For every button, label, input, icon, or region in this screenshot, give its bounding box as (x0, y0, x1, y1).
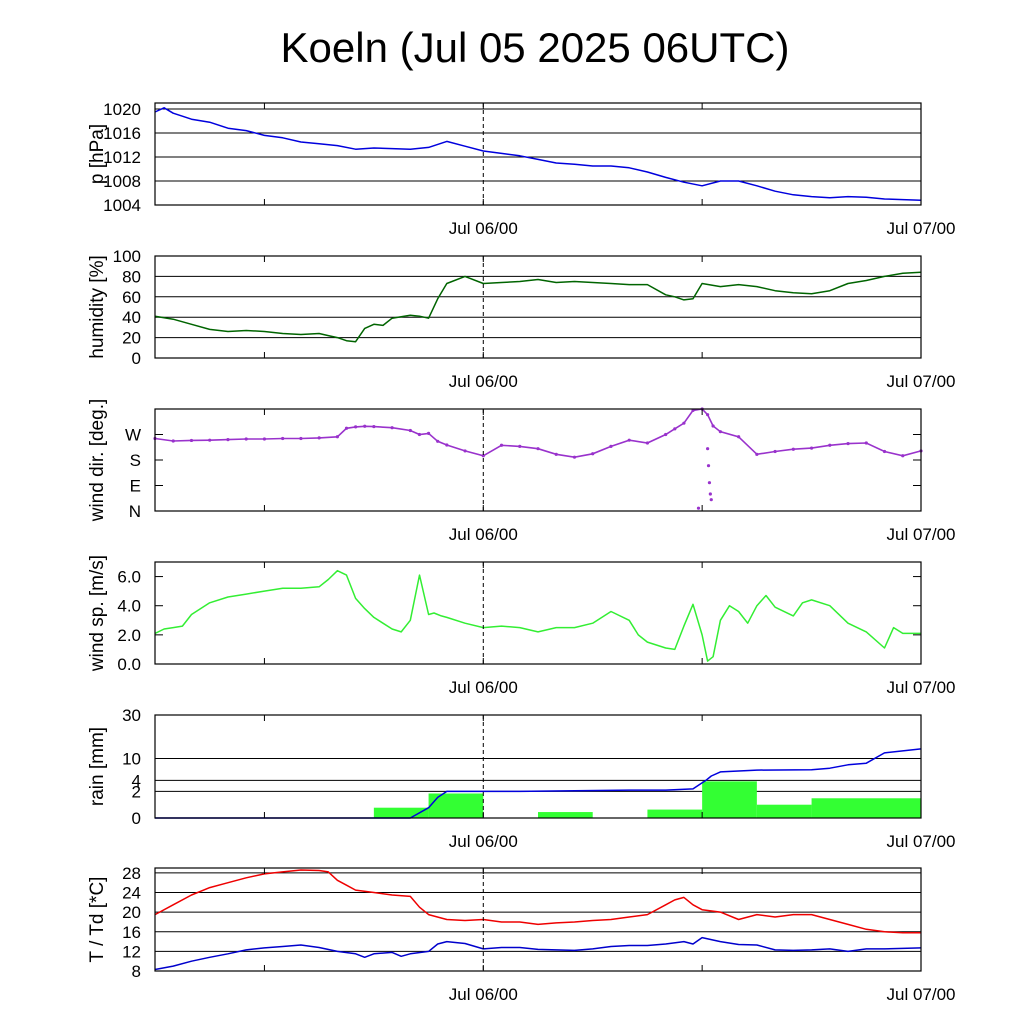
x-tick-label: Jul 07/00 (887, 525, 956, 544)
x-tick-label: Jul 06/00 (449, 219, 518, 238)
temperature-ytick-label: 24 (122, 884, 141, 903)
pressure-ytick-label: 1016 (103, 124, 141, 143)
humidity-ytick-label: 40 (122, 308, 141, 327)
x-tick-label: Jul 07/00 (887, 678, 956, 697)
x-tick-label: Jul 06/00 (449, 985, 518, 1004)
x-tick-label: Jul 07/00 (887, 372, 956, 391)
rain-bar (756, 804, 812, 818)
temperature-frame (154, 867, 922, 972)
temperature-ylabel: T / Td [*C] (87, 877, 108, 963)
rain-ylabel: rain [mm] (87, 727, 108, 806)
wind_dir-point (708, 492, 712, 496)
wind_speed-ytick-label: 4.0 (117, 597, 141, 616)
rain-bar (811, 798, 921, 818)
wind_dir-point (709, 498, 713, 502)
temperature-ytick-label: 20 (122, 903, 141, 922)
x-tick-label: Jul 06/00 (449, 372, 518, 391)
pressure-frame (154, 102, 922, 206)
x-tick-label: Jul 07/00 (887, 985, 956, 1004)
wind_dir-point (706, 464, 711, 468)
wind_speed-ytick-label: 0.0 (117, 655, 141, 674)
wind_speed-frame (154, 561, 922, 665)
wind_dir-ylabel: wind dir. [deg.] (87, 399, 108, 523)
x-tick-label: Jul 07/00 (887, 219, 956, 238)
pressure-ylabel: p [hPa] (87, 124, 108, 184)
humidity-rh-line (154, 271, 922, 343)
wind_speed-ytick-label: 6.0 (117, 568, 141, 587)
pressure-ytick-label: 1004 (103, 196, 141, 215)
rain-ytick-label: 0 (132, 809, 141, 828)
rain-bar (373, 807, 429, 818)
pressure-p-line (154, 107, 922, 201)
wind_dir-ytick-label: N (129, 502, 141, 521)
humidity-ylabel: humidity [%] (87, 255, 108, 358)
temperature-ytick-label: 16 (122, 923, 141, 942)
pressure-ytick-label: 1020 (103, 100, 141, 119)
rain-bar (702, 781, 757, 818)
wind_dir-series-line (154, 408, 922, 459)
rain-ytick-label: 4 (132, 771, 141, 790)
humidity-ytick-label: 60 (122, 288, 141, 307)
wind_speed-ytick-label: 2.0 (117, 626, 141, 645)
rain-ytick-label: 10 (122, 750, 141, 769)
rain-bar (428, 793, 484, 818)
x-tick-label: Jul 06/00 (449, 525, 518, 544)
rain-bar (538, 812, 593, 818)
humidity-ytick-label: 20 (122, 329, 141, 348)
humidity-ytick-label: 80 (122, 267, 141, 286)
pressure-ytick-label: 1012 (103, 148, 141, 167)
humidity-frame (154, 255, 922, 359)
temperature-T-line (154, 869, 921, 934)
wind_dir-ytick-label: W (125, 426, 141, 445)
wind_dir-point (707, 481, 712, 485)
rain-ytick-label: 30 (122, 706, 141, 725)
x-tick-label: Jul 06/00 (449, 678, 518, 697)
wind_dir-ytick-label: E (130, 477, 141, 496)
wind_speed-ws-line (154, 569, 921, 662)
rain-bar (647, 809, 703, 818)
x-tick-label: Jul 06/00 (449, 832, 518, 851)
humidity-ytick-label: 100 (113, 247, 141, 266)
wind_dir-ytick-label: S (130, 451, 141, 470)
temperature-ytick-label: 28 (122, 864, 141, 883)
temperature-ytick-label: 12 (122, 942, 141, 961)
wind_dir-point (706, 447, 710, 451)
temperature-ytick-label: 8 (132, 962, 141, 981)
pressure-ytick-label: 1008 (103, 172, 141, 191)
chart-title: Koeln (Jul 05 2025 06UTC) (280, 24, 790, 71)
x-tick-label: Jul 07/00 (887, 832, 956, 851)
temperature-Td-line (154, 936, 922, 971)
wind_dir-point (696, 506, 701, 510)
wind_speed-ylabel: wind sp. [m/s] (87, 555, 108, 672)
wind_dir-frame (154, 408, 922, 512)
rain-cumulative-line (155, 748, 922, 819)
rain-ytick-label: 2 (132, 782, 141, 801)
humidity-ytick-label: 0 (132, 349, 141, 368)
rain-frame (154, 714, 922, 819)
